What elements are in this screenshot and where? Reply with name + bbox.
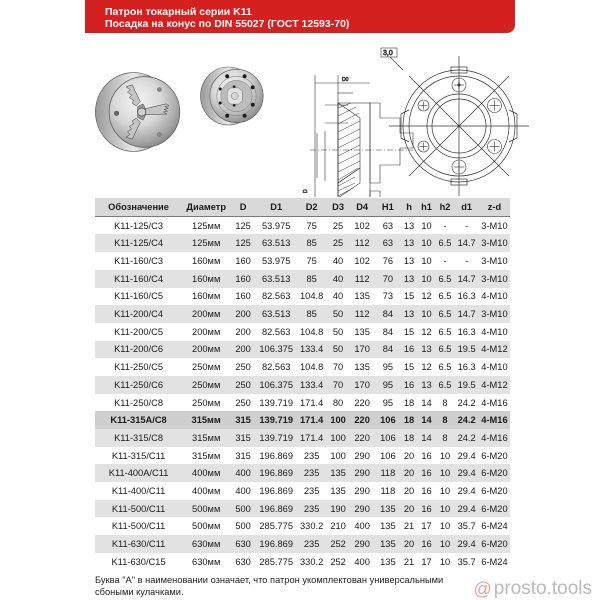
svg-text:D: D (303, 189, 309, 193)
svg-text:D0: D0 (342, 77, 349, 83)
svg-text:3,0: 3,0 (383, 50, 393, 57)
